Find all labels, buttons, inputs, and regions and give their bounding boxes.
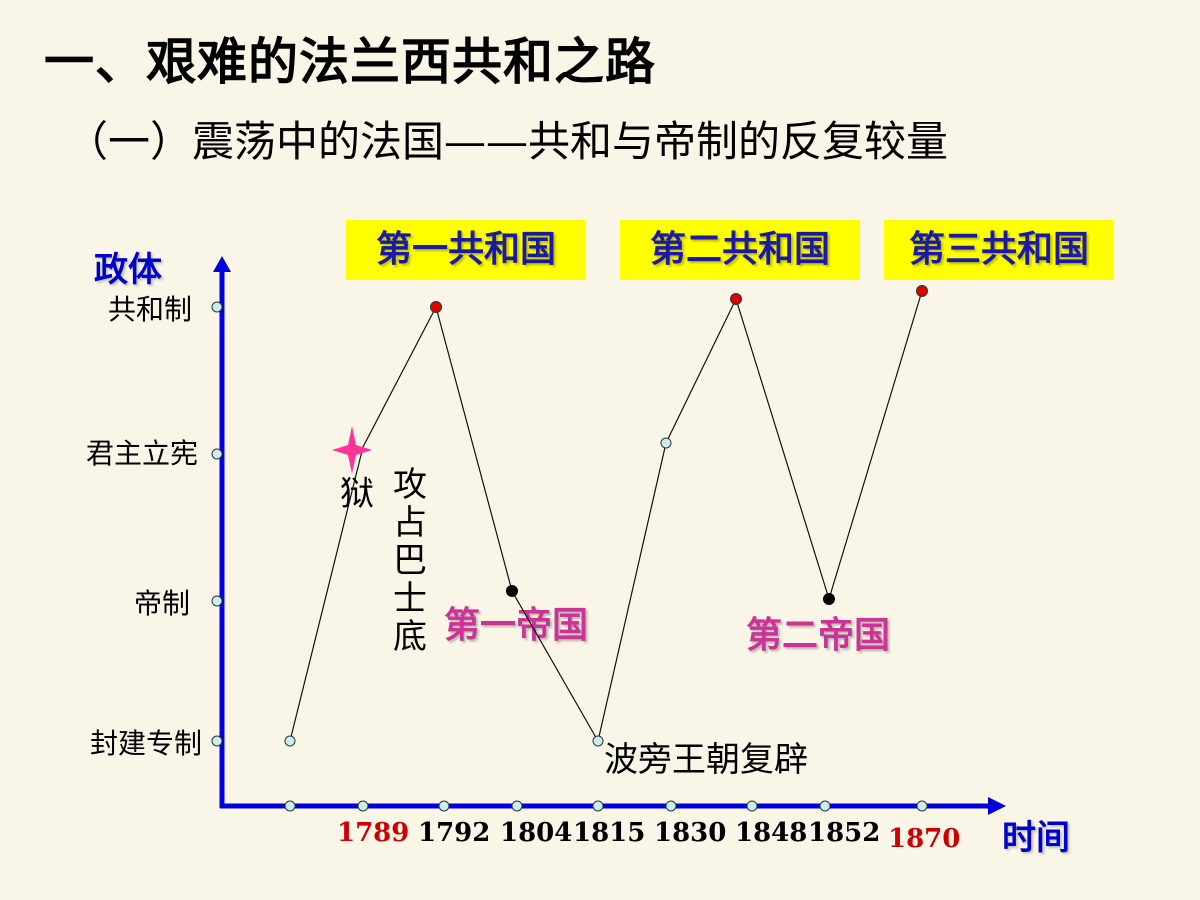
year-label-1789: 1789 bbox=[337, 818, 410, 848]
y-axis-title: 政体 bbox=[94, 250, 162, 290]
star-icon bbox=[332, 426, 372, 474]
y-tick-constitutional-monarchy bbox=[211, 448, 223, 460]
page-subtitle: （一）震荡中的法国——共和与帝制的反复较量 bbox=[66, 117, 949, 166]
label-second-empire: 第二帝国 bbox=[746, 614, 891, 656]
year-label-1792: 1792 bbox=[418, 818, 491, 848]
regime-path-line bbox=[289, 290, 923, 743]
x-tick-1804 bbox=[511, 800, 523, 812]
y-tick-republic bbox=[211, 301, 223, 313]
year-label-1815: 1815 bbox=[573, 818, 646, 848]
year-label-1852: 1852 bbox=[808, 818, 881, 848]
x-axis-title: 时间 bbox=[1002, 818, 1070, 858]
note-storming-bastille: 攻占巴士底 bbox=[393, 465, 427, 657]
y-tick-feudal bbox=[211, 735, 223, 747]
badge-first-republic: 第一共和国 bbox=[346, 220, 586, 280]
badge-second-republic: 第二共和国 bbox=[620, 220, 860, 280]
note-bastille-prison: 狱 bbox=[340, 474, 374, 514]
x-tick-1815 bbox=[592, 800, 604, 812]
x-tick-origin bbox=[284, 800, 296, 812]
point-july-monarchy bbox=[660, 437, 672, 449]
year-label-1870: 1870 bbox=[888, 824, 961, 854]
label-first-empire: 第一帝国 bbox=[444, 604, 589, 646]
year-label-1830: 1830 bbox=[654, 818, 727, 848]
point-second-republic bbox=[730, 293, 742, 305]
y-tick-empire bbox=[211, 595, 223, 607]
point-third-republic bbox=[916, 285, 928, 297]
y-axis-arrow bbox=[213, 256, 231, 272]
x-tick-1789 bbox=[357, 800, 369, 812]
point-first-empire bbox=[506, 585, 518, 597]
year-label-1804: 1804 bbox=[500, 818, 573, 848]
badge-third-republic: 第三共和国 bbox=[884, 220, 1114, 280]
y-label-constitutional-monarchy: 君主立宪 bbox=[85, 437, 198, 470]
note-bourbon-restoration: 波旁王朝复辟 bbox=[604, 740, 808, 780]
point-second-empire bbox=[823, 593, 835, 605]
point-bourbon-restoration bbox=[592, 735, 604, 747]
x-tick-1852 bbox=[819, 800, 831, 812]
year-label-1848: 1848 bbox=[735, 818, 808, 848]
x-tick-1870 bbox=[916, 800, 928, 812]
x-tick-1830 bbox=[665, 800, 677, 812]
x-axis-arrow bbox=[988, 797, 1006, 815]
page-title: 一、艰难的法兰西共和之路 bbox=[44, 33, 656, 91]
y-label-republic: 共和制 bbox=[107, 293, 192, 326]
y-label-feudal-absolutism: 封建专制 bbox=[89, 727, 202, 760]
point-first-republic bbox=[430, 301, 442, 313]
x-tick-1792 bbox=[438, 800, 450, 812]
point-feudal-start bbox=[284, 735, 296, 747]
x-tick-1848 bbox=[746, 800, 758, 812]
y-label-empire: 帝制 bbox=[133, 587, 190, 620]
